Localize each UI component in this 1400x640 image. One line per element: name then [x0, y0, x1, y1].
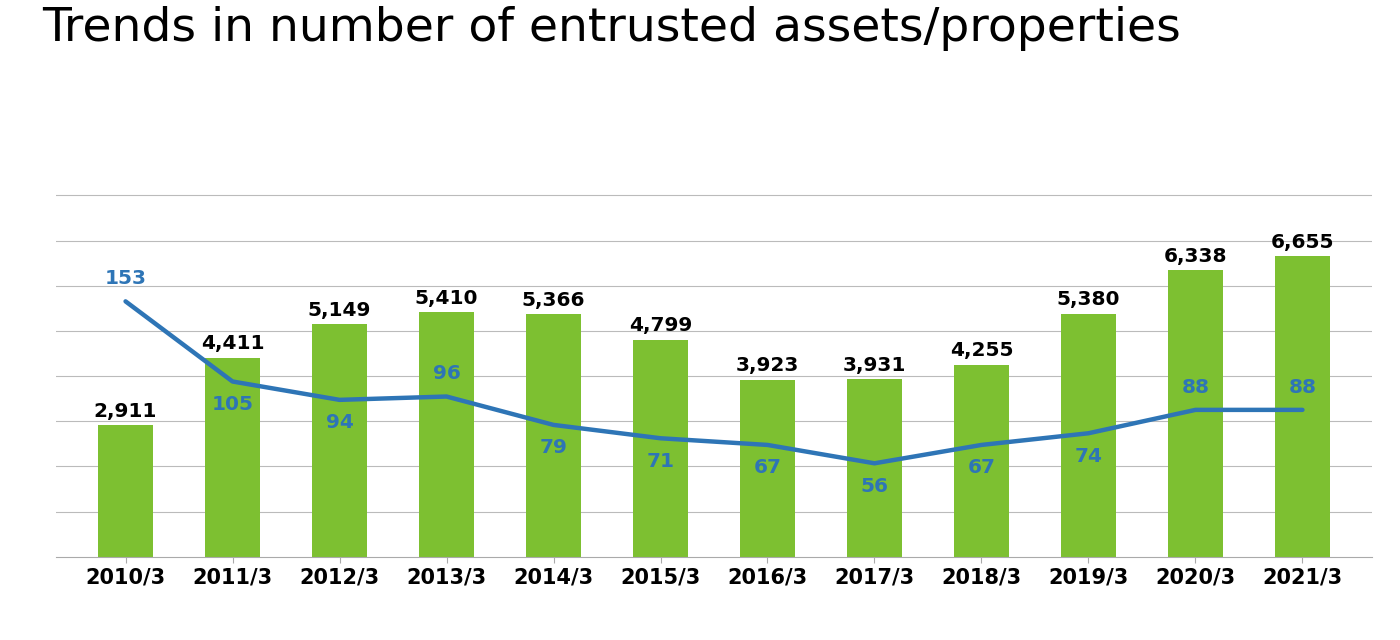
Bar [1274, 256, 1330, 557]
Text: 5,380: 5,380 [1057, 290, 1120, 309]
Text: 74: 74 [1074, 447, 1102, 466]
Bar [525, 314, 581, 557]
Text: 5,410: 5,410 [414, 289, 479, 308]
Text: 5,366: 5,366 [522, 291, 585, 310]
Text: 4,799: 4,799 [629, 317, 692, 335]
Text: 6,338: 6,338 [1163, 247, 1228, 266]
Text: 4,255: 4,255 [949, 341, 1014, 360]
Text: 88: 88 [1182, 378, 1210, 397]
Text: 5,149: 5,149 [308, 301, 371, 319]
Bar [98, 426, 154, 557]
Bar [739, 380, 795, 557]
Text: 3,931: 3,931 [843, 356, 906, 374]
Bar [419, 312, 475, 557]
Text: 79: 79 [539, 438, 567, 457]
Bar [953, 365, 1009, 557]
Bar [312, 324, 367, 557]
Bar [1061, 314, 1116, 557]
Text: 88: 88 [1288, 378, 1316, 397]
Text: Trends in number of entrusted assets/properties: Trends in number of entrusted assets/pro… [42, 6, 1180, 51]
Text: 71: 71 [647, 452, 675, 470]
Text: 153: 153 [105, 269, 147, 288]
Text: 4,411: 4,411 [200, 334, 265, 353]
Text: 2,911: 2,911 [94, 402, 157, 420]
Text: 94: 94 [326, 413, 353, 432]
Text: 56: 56 [861, 477, 889, 495]
Bar [204, 358, 260, 557]
Bar [1168, 271, 1224, 557]
Text: 6,655: 6,655 [1271, 232, 1334, 252]
Text: 105: 105 [211, 395, 253, 414]
Text: 96: 96 [433, 364, 461, 383]
Text: 67: 67 [753, 458, 781, 477]
Bar [633, 340, 689, 557]
Bar [847, 380, 903, 557]
Text: 67: 67 [967, 458, 995, 477]
Text: 3,923: 3,923 [736, 356, 799, 375]
